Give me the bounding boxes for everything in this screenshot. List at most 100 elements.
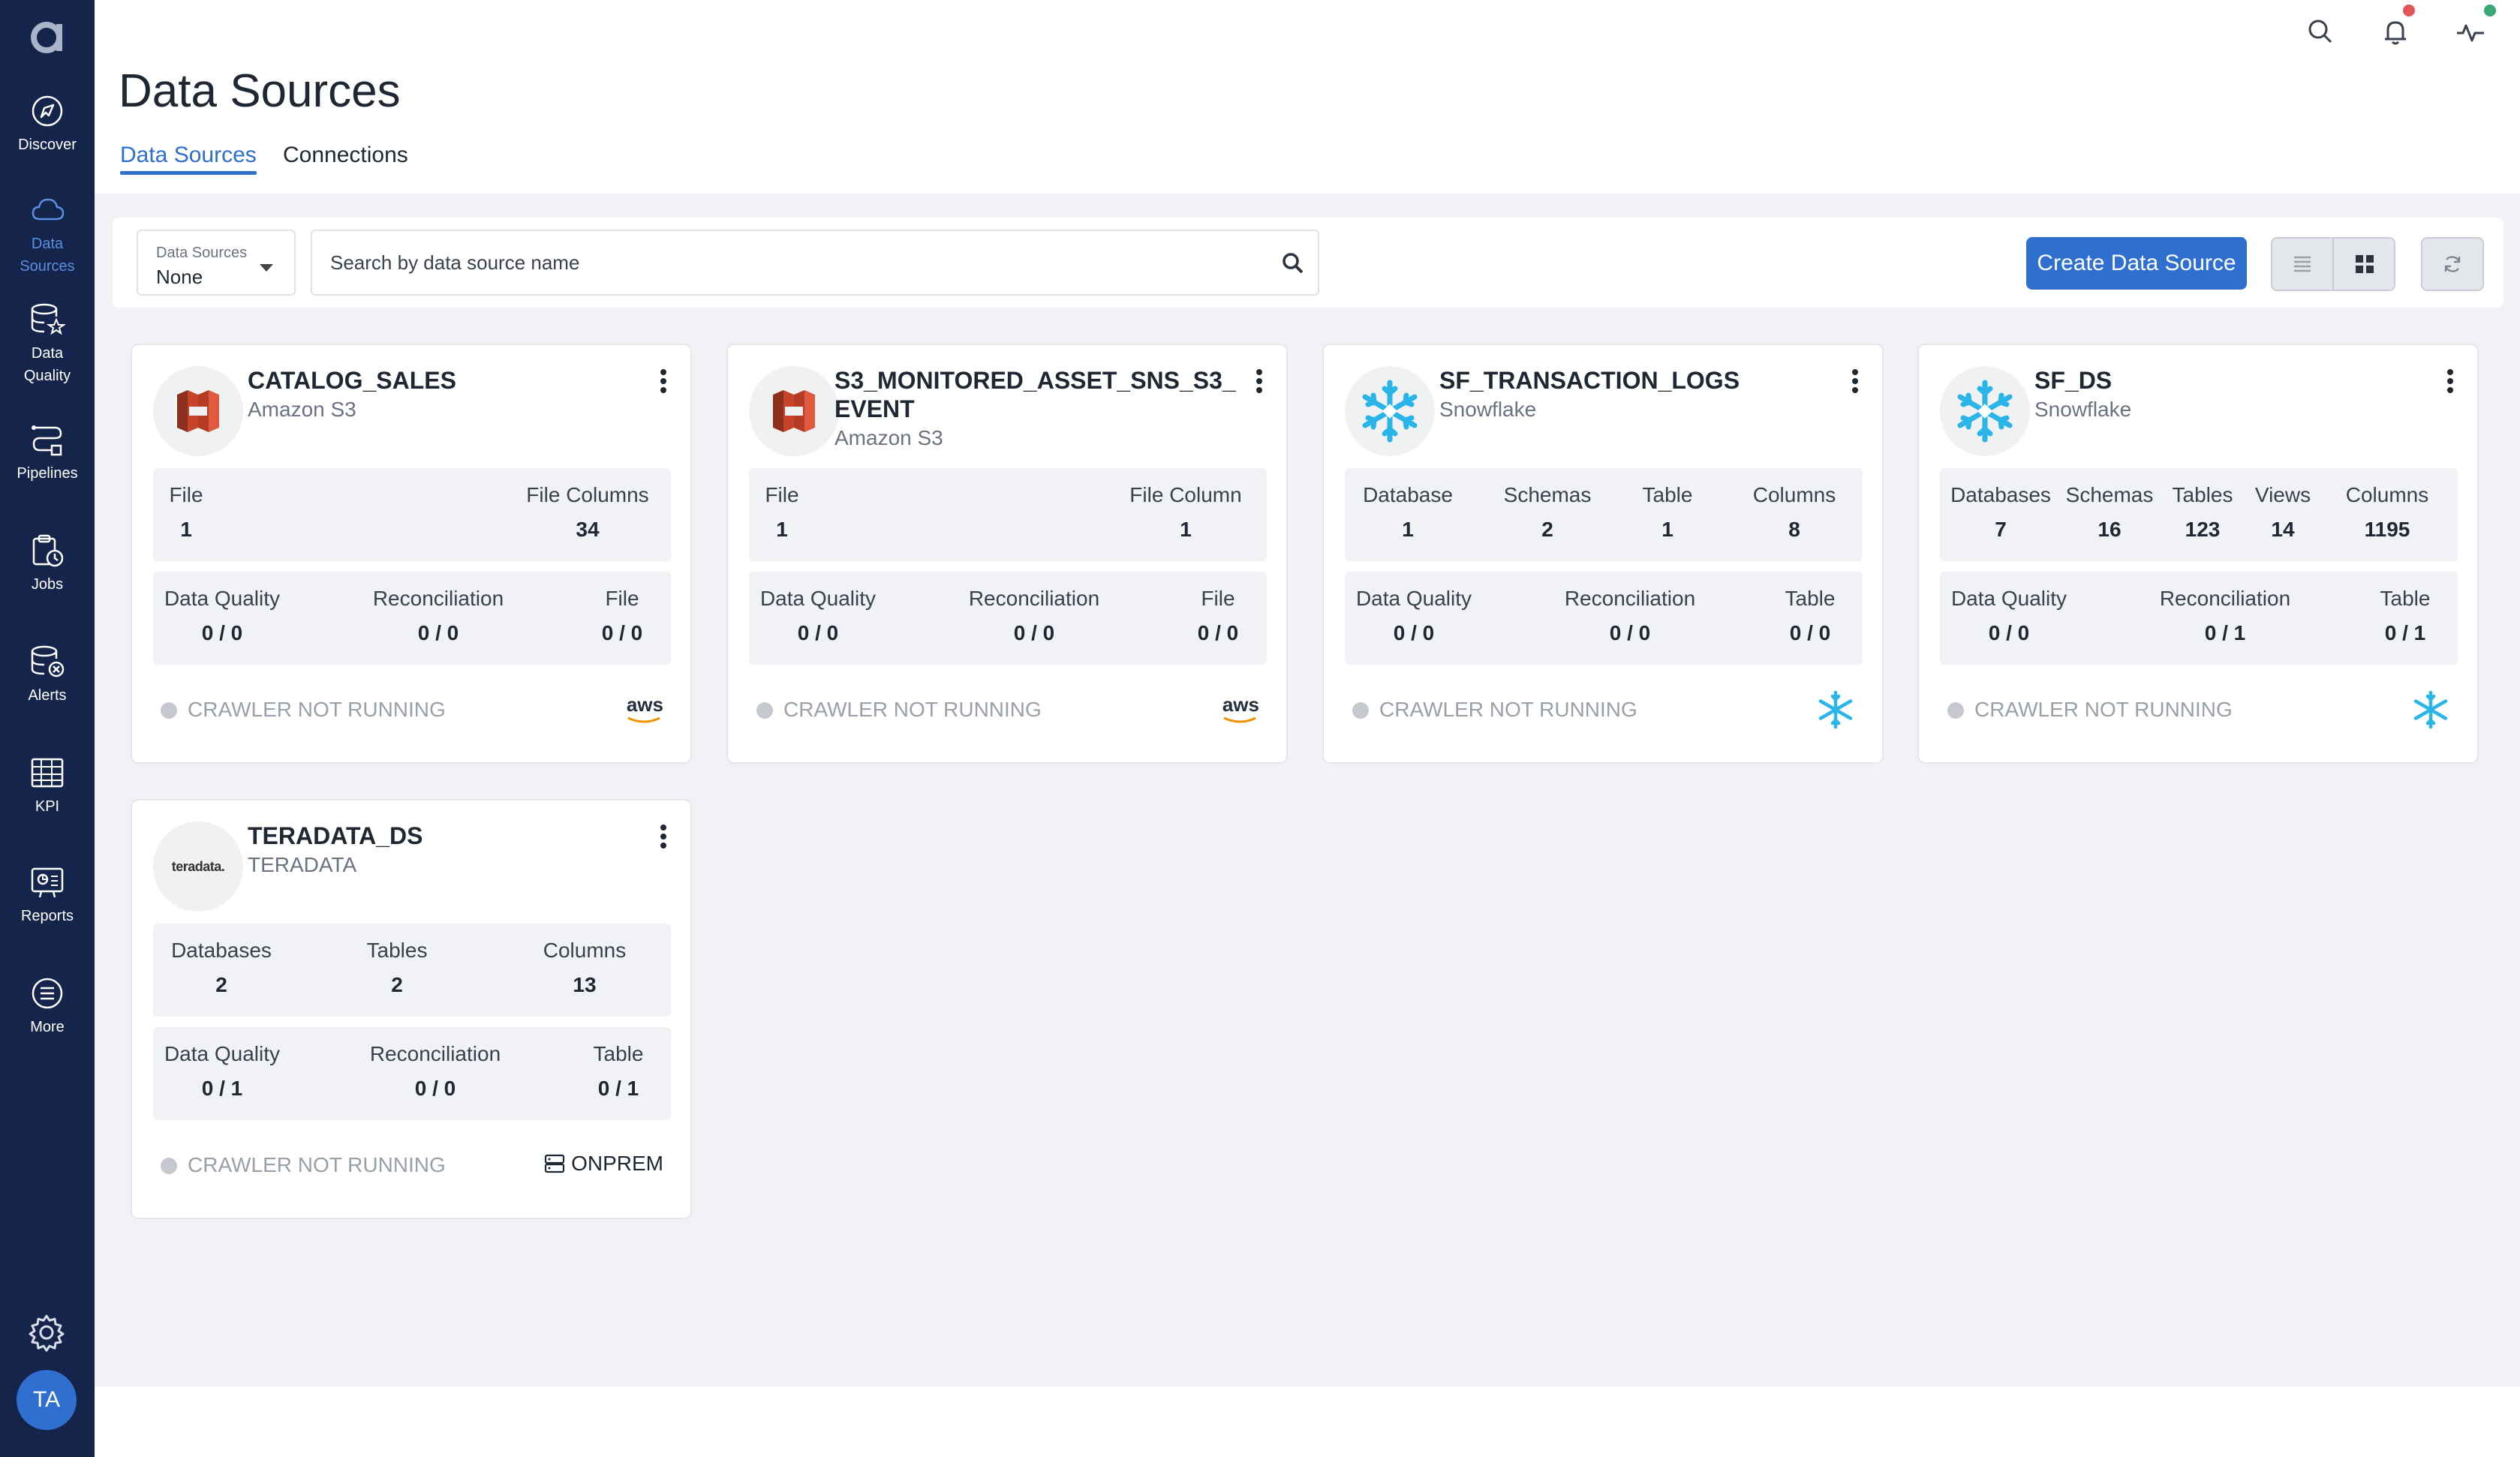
stat: Views 14 [2254,483,2311,541]
tab-data-sources[interactable]: Data Sources [120,143,257,167]
sidebar: Discover Data Sources Data Quality Pipel… [0,0,95,1457]
status-text: CRAWLER NOT RUNNING [188,698,446,721]
sidebar-item-label: Reports [20,908,74,924]
stat: Table 0 / 0 [1785,587,1836,644]
status-indicator [756,702,773,719]
stat: File 0 / 0 [601,587,643,644]
data-source-type: Snowflake [1439,398,1537,421]
sidebar-item-reports[interactable]: Reports [0,864,95,927]
kebab-menu-icon[interactable] [2446,368,2455,395]
data-source-type: Snowflake [2034,398,2132,421]
stat: Columns 1195 [2345,483,2429,541]
filter-value: None [156,266,203,288]
search-input[interactable] [330,246,1253,279]
quality-stats: Data Quality 0 / 1 Reconciliation 0 / 0 Ta… [153,1027,671,1120]
kebab-menu-icon[interactable] [1255,368,1264,395]
refresh-icon [2444,256,2461,272]
stat: Database 1 [1363,483,1453,541]
stat: Columns 8 [1752,483,1836,541]
activity-icon[interactable] [2454,15,2487,48]
create-data-source-button[interactable]: Create Data Source [2026,237,2247,290]
search-box [311,230,1319,296]
sidebar-item-label: Data [31,236,64,252]
stat: File Column 1 [1129,483,1242,541]
kebab-menu-icon[interactable] [659,368,668,395]
s3-logo-icon [749,366,839,456]
stat: File 0 / 0 [1197,587,1239,644]
stat: Table 0 / 1 [593,1042,644,1100]
aws-logo-icon: aws [1222,695,1259,728]
sidebar-item-label: Data [31,345,64,362]
quality-stats: Data Quality 0 / 0 Reconciliation 0 / 0 Fi… [749,572,1267,665]
asset-stats: File 1 File Column 1 [749,468,1267,561]
chevron-down-icon [260,264,273,272]
list-icon [2294,256,2311,272]
asset-stats: File 1 File Columns 34 [153,468,671,561]
bell-icon[interactable] [2379,15,2412,48]
stat: Columns 13 [543,939,627,996]
sidebar-item-more[interactable]: More [0,975,95,1038]
grid-icon [2356,255,2374,273]
status-text: CRAWLER NOT RUNNING [1974,698,2233,721]
sidebar-item-pipelines[interactable]: Pipelines [0,422,95,485]
sidebar-item-label: More [30,1019,65,1035]
data-source-card[interactable]: SF_DS Snowflake Databases 7 Schemas 16 Tab… [1917,344,2479,764]
stat: File 1 [169,483,203,541]
kebab-menu-icon[interactable] [659,823,668,850]
quality-stats: Data Quality 0 / 0 Reconciliation 0 / 0 Ta… [1345,572,1863,665]
grid-view-button[interactable] [2334,239,2394,290]
data-source-name[interactable]: TERADATA_DS [248,822,423,849]
data-source-name[interactable]: CATALOG_SALES [248,367,456,394]
notification-badge [2403,5,2415,17]
status-indicator [161,702,177,719]
filter-label: Data Sources [156,245,248,261]
search-icon[interactable] [1279,249,1307,278]
stat: Data Quality 0 / 0 [1950,587,2067,644]
status-indicator [1947,702,1964,719]
sidebar-item-discover[interactable]: Discover [0,93,95,156]
stat: Data Quality 0 / 1 [164,1042,281,1100]
gear-icon[interactable] [27,1313,66,1352]
search-icon[interactable] [2304,15,2337,48]
data-source-card[interactable]: SF_TRANSACTION_LOGS Snowflake Database 1 … [1322,344,1884,764]
sidebar-item-label: KPI [35,798,60,815]
snowflake-logo-icon [2413,690,2448,729]
data-source-card[interactable]: CATALOG_SALES Amazon S3 File 1 File Colum… [131,344,692,764]
snowflake-logo-icon [1940,366,2030,456]
teradata-logo-icon: teradata. [153,822,243,912]
sidebar-item-data-quality[interactable]: Data Quality [0,302,95,387]
data-source-name[interactable]: S3_MONITORED_ASSET_SNS_S3_EVENT [834,367,1236,422]
sidebar-item-label: Jobs [31,576,64,593]
sidebar-item-label: Discover [18,137,77,153]
stat: Reconciliation 0 / 0 [372,587,504,644]
sidebar-item-alerts[interactable]: Alerts [0,644,95,707]
stat: Tables 2 [366,939,428,996]
data-source-card[interactable]: S3_MONITORED_ASSET_SNS_S3_EVENT Amazon S… [726,344,1288,764]
avatar[interactable]: TA [17,1370,77,1430]
app-logo-icon[interactable] [27,15,68,56]
refresh-button[interactable] [2421,237,2484,291]
sidebar-item-kpi[interactable]: KPI [0,755,95,818]
list-view-button[interactable] [2272,239,2334,290]
database-star-icon [31,303,65,335]
stat: Schemas 16 [2065,483,2154,541]
stat: Table 1 [1642,483,1693,541]
stat: Data Quality 0 / 0 [164,587,281,644]
s3-logo-icon [153,366,243,456]
data-source-name[interactable]: SF_DS [2034,367,2113,394]
stat: Reconciliation 0 / 1 [2159,587,2291,644]
server-icon [544,1154,565,1173]
sidebar-item-data-sources[interactable]: Data Sources [0,192,95,278]
status-text: CRAWLER NOT RUNNING [1379,698,1637,721]
sidebar-item-label: Sources [20,258,75,275]
data-source-card[interactable]: teradata. TERADATA_DS TERADATA Databases… [131,799,692,1219]
stat: File 1 [765,483,799,541]
tab-connections[interactable]: Connections [283,143,408,167]
sidebar-item-jobs[interactable]: Jobs [0,533,95,596]
aws-logo-icon: aws [627,695,663,728]
data-source-name[interactable]: SF_TRANSACTION_LOGS [1439,367,1740,394]
data-sources-filter[interactable]: Data Sources None [137,230,296,296]
sidebar-item-label: Quality [23,368,71,384]
kebab-menu-icon[interactable] [1851,368,1860,395]
stat: Data Quality 0 / 0 [759,587,877,644]
